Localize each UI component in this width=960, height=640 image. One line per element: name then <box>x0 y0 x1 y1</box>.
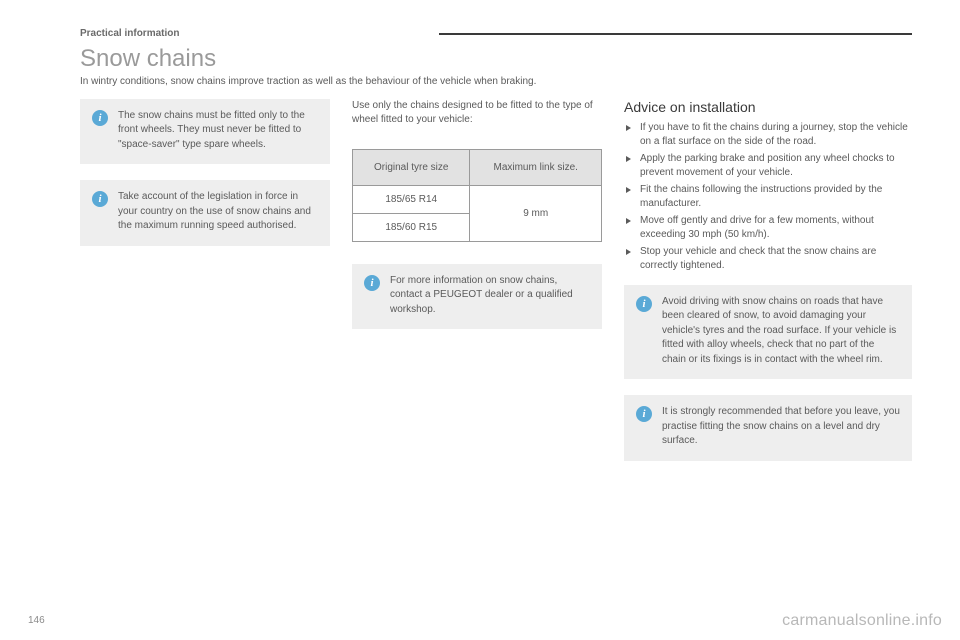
left-column: i The snow chains must be fitted only to… <box>80 99 330 477</box>
page-container: Practical information Snow chains In win… <box>0 0 960 640</box>
table-row: 185/65 R14 9 mm <box>353 185 602 213</box>
advice-item: Apply the parking brake and position any… <box>624 152 912 180</box>
right-column: Advice on installation If you have to fi… <box>624 99 912 477</box>
info-icon: i <box>636 296 652 312</box>
advice-item: Stop your vehicle and check that the sno… <box>624 245 912 273</box>
advice-title: Advice on installation <box>624 99 912 115</box>
info-icon: i <box>92 191 108 207</box>
info-box-dealer: i For more information on snow chains, c… <box>352 264 602 330</box>
info-box-practise: i It is strongly recommended that before… <box>624 395 912 461</box>
advice-item: If you have to fit the chains during a j… <box>624 121 912 149</box>
page-subtitle: In wintry conditions, snow chains improv… <box>80 75 600 89</box>
section-label: Practical information <box>80 28 179 39</box>
header-divider <box>439 33 912 35</box>
info-box-avoid-driving: i Avoid driving with snow chains on road… <box>624 285 912 380</box>
info-icon: i <box>92 110 108 126</box>
info-text: Take account of the legislation in force… <box>118 190 318 234</box>
header-row: Practical information <box>80 28 912 39</box>
mid-intro-text: Use only the chains designed to be fitte… <box>352 99 602 127</box>
info-text: It is strongly recommended that before y… <box>662 405 900 449</box>
info-text: The snow chains must be fitted only to t… <box>118 109 318 153</box>
info-box-legislation: i Take account of the legislation in for… <box>80 180 330 246</box>
page-title: Snow chains <box>80 45 912 73</box>
info-box-front-wheels: i The snow chains must be fitted only to… <box>80 99 330 165</box>
watermark: carmanualsonline.info <box>782 612 942 630</box>
col-header-link-size: Maximum link size. <box>470 149 602 185</box>
info-text: Avoid driving with snow chains on roads … <box>662 295 900 368</box>
cell-tyre-size: 185/65 R14 <box>353 185 470 213</box>
info-icon: i <box>364 275 380 291</box>
page-number: 146 <box>28 615 45 626</box>
cell-tyre-size: 185/60 R15 <box>353 213 470 241</box>
info-text: For more information on snow chains, con… <box>390 274 590 318</box>
table-header-row: Original tyre size Maximum link size. <box>353 149 602 185</box>
advice-item: Move off gently and drive for a few mome… <box>624 214 912 242</box>
tyre-table: Original tyre size Maximum link size. 18… <box>352 149 602 242</box>
middle-column: Use only the chains designed to be fitte… <box>352 99 602 477</box>
content-columns: i The snow chains must be fitted only to… <box>80 99 912 477</box>
col-header-tyre-size: Original tyre size <box>353 149 470 185</box>
advice-list: If you have to fit the chains during a j… <box>624 121 912 273</box>
advice-item: Fit the chains following the instruction… <box>624 183 912 211</box>
cell-link-size: 9 mm <box>470 185 602 241</box>
info-icon: i <box>636 406 652 422</box>
